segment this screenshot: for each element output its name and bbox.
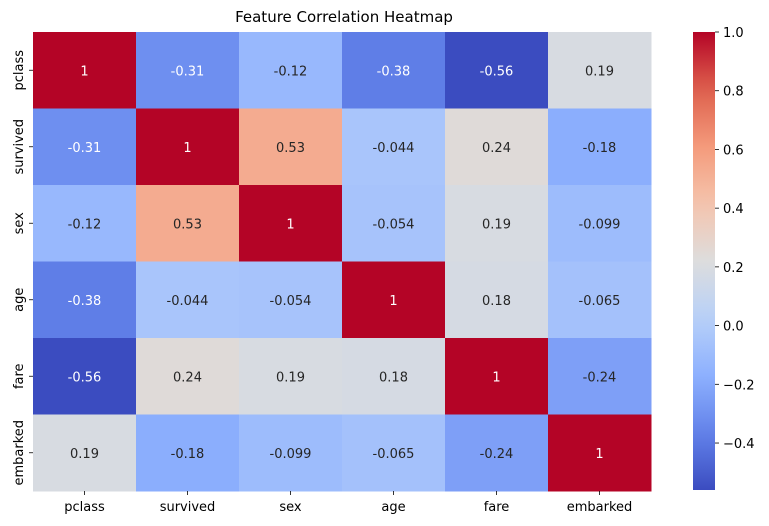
chart-title: Feature Correlation Heatmap <box>235 8 453 26</box>
heatmap-cell <box>445 185 549 262</box>
cell-annotation: -0.18 <box>583 141 617 156</box>
y-axis-ticks: pclass survived sex age fare embarked <box>12 50 33 486</box>
heatmap-cell <box>33 185 137 262</box>
colorbar-tick-label: 0.6 <box>723 143 744 158</box>
colorbar <box>693 32 715 490</box>
heatmap-cell <box>548 414 652 492</box>
heatmap-cell <box>342 32 446 109</box>
y-tick-label: pclass <box>12 50 27 91</box>
heatmap-cell <box>33 414 137 492</box>
cell-annotation: -0.31 <box>68 141 102 156</box>
heatmap-cell <box>342 414 446 492</box>
cell-annotation: 0.24 <box>482 141 511 156</box>
heatmap-cell <box>445 414 549 492</box>
cell-annotation: 1 <box>183 141 191 156</box>
heatmap-cell <box>136 108 240 186</box>
cell-annotation: -0.24 <box>480 447 514 462</box>
heatmap-cell <box>548 185 652 262</box>
cell-annotation: -0.24 <box>583 370 617 385</box>
cell-annotation: -0.044 <box>373 141 415 156</box>
x-tick-label: age <box>381 500 405 515</box>
heatmap-cell <box>239 414 343 492</box>
y-tick-label: embarked <box>12 420 27 486</box>
cell-annotation: 0.19 <box>482 217 511 232</box>
heatmap-cell <box>548 338 652 415</box>
heatmap-cell <box>548 261 652 339</box>
cell-annotation: -0.31 <box>171 64 205 79</box>
heatmap-cell <box>33 32 137 109</box>
cell-annotation: -0.065 <box>373 447 415 462</box>
cell-annotation: 0.18 <box>482 294 511 309</box>
x-tick-label: sex <box>279 500 302 515</box>
cell-annotation: 0.53 <box>276 141 305 156</box>
heatmap-cell <box>445 108 549 186</box>
cell-annotation: -0.054 <box>270 294 312 309</box>
heatmap-cell <box>445 32 549 109</box>
y-tick-label: survived <box>12 119 27 175</box>
cell-annotation: -0.099 <box>270 447 312 462</box>
y-tick-label: fare <box>12 363 27 389</box>
cell-annotation: -0.18 <box>171 447 205 462</box>
heatmap-cell <box>239 32 343 109</box>
cell-annotation: 1 <box>595 447 603 462</box>
heatmap-cell <box>445 338 549 415</box>
cell-annotation: 0.19 <box>70 447 99 462</box>
heatmap-cell <box>239 185 343 262</box>
heatmap-cell <box>445 261 549 339</box>
heatmap-cell <box>239 338 343 415</box>
cell-annotation: 0.24 <box>173 370 202 385</box>
y-tick-label: sex <box>12 212 27 235</box>
x-tick-label: embarked <box>567 500 633 515</box>
y-tick-label: age <box>12 288 27 312</box>
cell-annotation: -0.054 <box>373 217 415 232</box>
cell-annotation: -0.044 <box>167 294 209 309</box>
cell-annotation: 0.19 <box>585 64 614 79</box>
cell-annotation: -0.12 <box>274 64 308 79</box>
cell-annotation: 1 <box>286 217 294 232</box>
cell-annotation: -0.12 <box>68 217 102 232</box>
colorbar-tick-label: −0.2 <box>723 378 755 393</box>
heatmap-cell <box>136 414 240 492</box>
heatmap-cell <box>342 338 446 415</box>
x-axis-ticks: pclass survived sex age fare embarked <box>64 491 632 515</box>
colorbar-tick-label: 1.0 <box>723 26 744 41</box>
heatmap-cells: 1 -0.31 -0.12 -0.38 -0.56 0.19 -0.31 1 0.53 -0.04… <box>33 32 652 492</box>
heatmap-cell <box>239 108 343 186</box>
cell-annotation: -0.38 <box>68 294 102 309</box>
heatmap-cell <box>342 108 446 186</box>
heatmap-cell <box>239 261 343 339</box>
colorbar-tick-label: 0.8 <box>723 85 744 100</box>
x-tick-label: fare <box>484 500 510 515</box>
cell-annotation: -0.099 <box>579 217 621 232</box>
cell-annotation: 0.19 <box>276 370 305 385</box>
heatmap-cell <box>342 261 446 339</box>
cell-annotation: 1 <box>492 370 500 385</box>
heatmap-cell <box>342 185 446 262</box>
heatmap-cell <box>136 261 240 339</box>
colorbar-tick-label: 0.4 <box>723 202 744 217</box>
colorbar-tick-label: −0.4 <box>723 437 755 452</box>
x-tick-label: survived <box>160 500 216 515</box>
colorbar-tick-label: 0.0 <box>723 320 744 335</box>
heatmap-cell <box>33 338 137 415</box>
cell-annotation: -0.56 <box>68 370 102 385</box>
heatmap-cell <box>136 185 240 262</box>
cell-annotation: 0.53 <box>173 217 202 232</box>
heatmap-cell <box>548 32 652 109</box>
heatmap-cell <box>33 261 137 339</box>
colorbar-ticks: 1.0 0.8 0.6 0.4 0.2 0.0 −0.2 −0.4 <box>715 26 755 452</box>
cell-annotation: -0.56 <box>480 64 514 79</box>
cell-annotation: -0.065 <box>579 294 621 309</box>
heatmap-cell <box>136 32 240 109</box>
x-tick-label: pclass <box>64 500 105 515</box>
heatmap-cell <box>136 338 240 415</box>
heatmap-cell <box>548 108 652 186</box>
cell-annotation: -0.38 <box>377 64 411 79</box>
colorbar-tick-label: 0.2 <box>723 261 744 276</box>
cell-annotation: 0.18 <box>379 370 408 385</box>
cell-annotation: 1 <box>80 64 88 79</box>
cell-annotation: 1 <box>389 294 397 309</box>
heatmap-cell <box>33 108 137 186</box>
